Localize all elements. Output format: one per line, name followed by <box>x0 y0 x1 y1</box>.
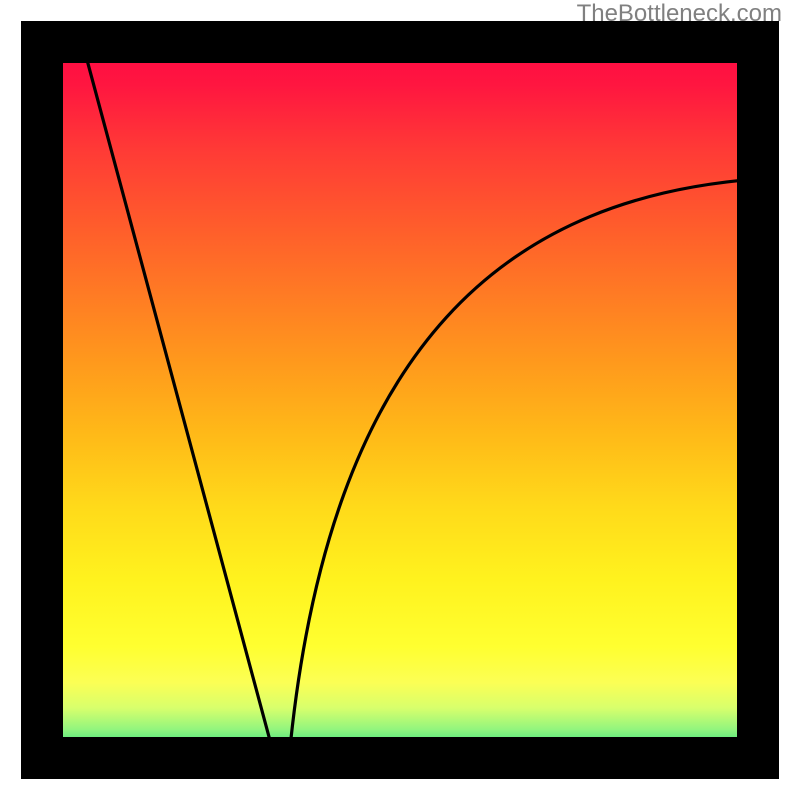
bottleneck-chart <box>0 0 800 800</box>
gradient-background <box>42 42 758 758</box>
